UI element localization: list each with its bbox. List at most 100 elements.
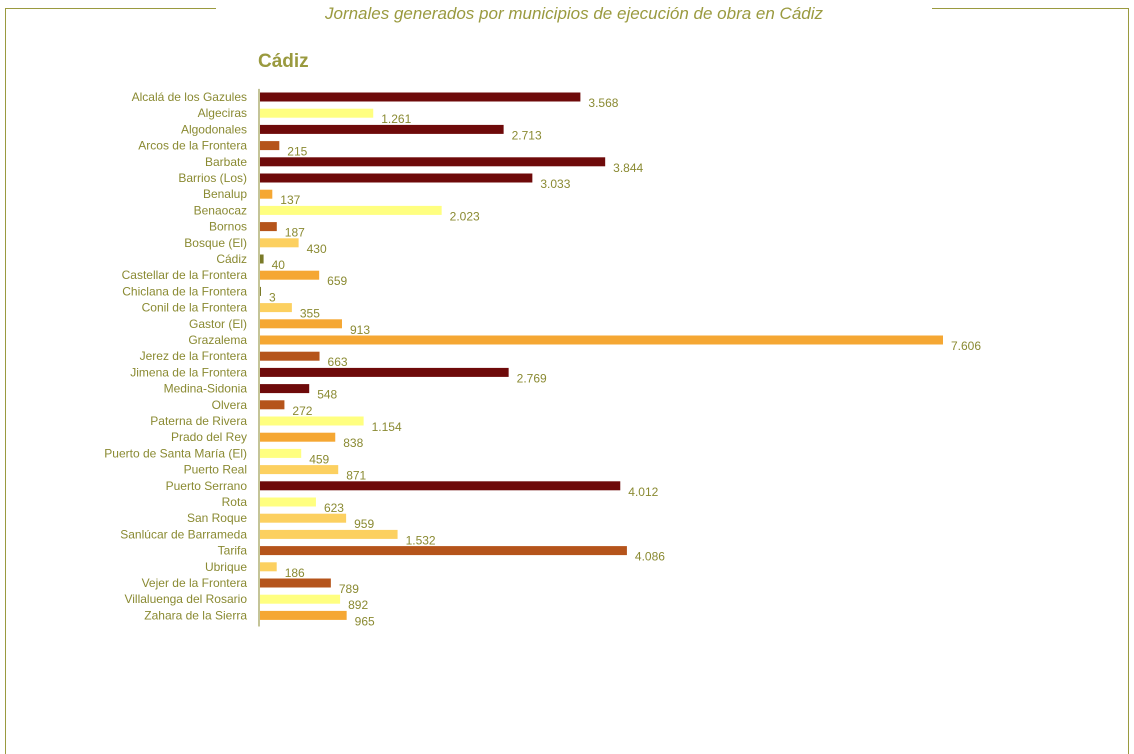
category-label: Gastor (El) [189, 317, 247, 331]
bar [260, 562, 277, 572]
bar [260, 610, 347, 620]
value-label: 623 [324, 501, 344, 515]
value-label: 871 [346, 469, 366, 483]
bar [260, 319, 342, 329]
value-label: 186 [285, 566, 305, 580]
value-label: 4.086 [635, 550, 665, 564]
value-label: 187 [285, 226, 305, 240]
category-label: Villaluenga del Rosario [124, 592, 247, 606]
value-label: 663 [328, 355, 348, 369]
bar [260, 416, 364, 426]
category-label: Bornos [209, 220, 247, 234]
category-label: Algodonales [181, 122, 247, 136]
value-label: 1.532 [406, 533, 436, 547]
category-label: Medina-Sidonia [164, 382, 248, 396]
category-label: Algeciras [198, 106, 247, 120]
value-label: 4.012 [628, 485, 658, 499]
bar [260, 384, 310, 394]
category-label: Jimena de la Frontera [130, 365, 247, 379]
bar [260, 432, 336, 442]
bar [260, 351, 320, 361]
bar [260, 92, 581, 102]
bar [260, 594, 341, 604]
value-label: 2.713 [512, 128, 542, 142]
category-label: Jerez de la Frontera [140, 349, 248, 363]
category-label: Chiclana de la Frontera [122, 284, 247, 298]
bar [260, 303, 292, 313]
bar [260, 286, 261, 296]
chart-title: Cádiz [258, 51, 309, 72]
bar [260, 465, 339, 475]
bar [260, 124, 504, 134]
bar [260, 367, 509, 377]
bar [260, 546, 627, 556]
bar [260, 238, 299, 248]
bar [260, 497, 316, 507]
bar [260, 513, 347, 523]
value-label: 3.033 [540, 177, 570, 191]
bar [260, 448, 302, 458]
value-label: 2.023 [450, 209, 480, 223]
bar [260, 157, 606, 167]
bar [260, 141, 280, 151]
category-label: Puerto Real [184, 463, 247, 477]
page-title: Jornales generados por municipios de eje… [216, 3, 932, 25]
value-label: 3.844 [613, 161, 643, 175]
value-label: 3 [269, 290, 276, 304]
category-label: Puerto Serrano [166, 479, 248, 493]
category-label: Puerto de Santa María (El) [104, 446, 247, 460]
bar [260, 205, 442, 215]
value-label: 355 [300, 307, 320, 321]
value-label: 789 [339, 582, 359, 596]
value-label: 2.769 [517, 371, 547, 385]
category-label: Benaocaz [194, 203, 247, 217]
bar [260, 189, 273, 199]
category-label: Barbate [205, 155, 247, 169]
category-label: Barrios (Los) [178, 171, 247, 185]
category-label: Benalup [203, 187, 247, 201]
bar [260, 270, 320, 280]
category-label: Vejer de la Frontera [142, 576, 248, 590]
category-label: Tarifa [218, 544, 248, 558]
category-label: Rota [222, 495, 248, 509]
category-label: Olvera [212, 398, 248, 412]
value-label: 1.261 [381, 112, 411, 126]
bar [260, 222, 277, 232]
category-label: Zahara de la Sierra [144, 608, 247, 622]
bar [260, 400, 285, 410]
bar [260, 578, 331, 588]
value-label: 40 [272, 258, 286, 272]
chart-frame: Jornales generados por municipios de eje… [5, 3, 1129, 754]
value-label: 272 [292, 404, 312, 418]
bar [260, 108, 374, 118]
category-label: Alcalá de los Gazules [132, 90, 247, 104]
category-label: San Roque [187, 511, 247, 525]
category-label: Bosque (El) [184, 236, 247, 250]
value-label: 1.154 [372, 420, 402, 434]
value-label: 913 [350, 323, 370, 337]
value-label: 659 [327, 274, 347, 288]
category-label: Ubrique [205, 560, 247, 574]
category-label: Sanlúcar de Barrameda [120, 527, 247, 541]
bar [260, 254, 264, 264]
value-label: 215 [287, 145, 307, 159]
category-label: Prado del Rey [171, 430, 247, 444]
bar [260, 335, 943, 345]
value-label: 7.606 [951, 339, 981, 353]
category-label: Grazalema [188, 333, 247, 347]
bar [260, 529, 398, 539]
bar [260, 481, 621, 491]
category-label: Cádiz [216, 252, 247, 266]
category-label: Castellar de la Frontera [122, 268, 248, 282]
category-label: Arcos de la Frontera [138, 139, 247, 153]
value-label: 3.568 [588, 96, 618, 110]
bar [260, 173, 533, 183]
value-label: 965 [355, 614, 375, 628]
value-label: 548 [317, 388, 337, 402]
value-label: 838 [343, 436, 363, 450]
value-label: 459 [309, 452, 329, 466]
value-label: 137 [280, 193, 300, 207]
value-label: 430 [307, 242, 327, 256]
value-label: 892 [348, 598, 368, 612]
